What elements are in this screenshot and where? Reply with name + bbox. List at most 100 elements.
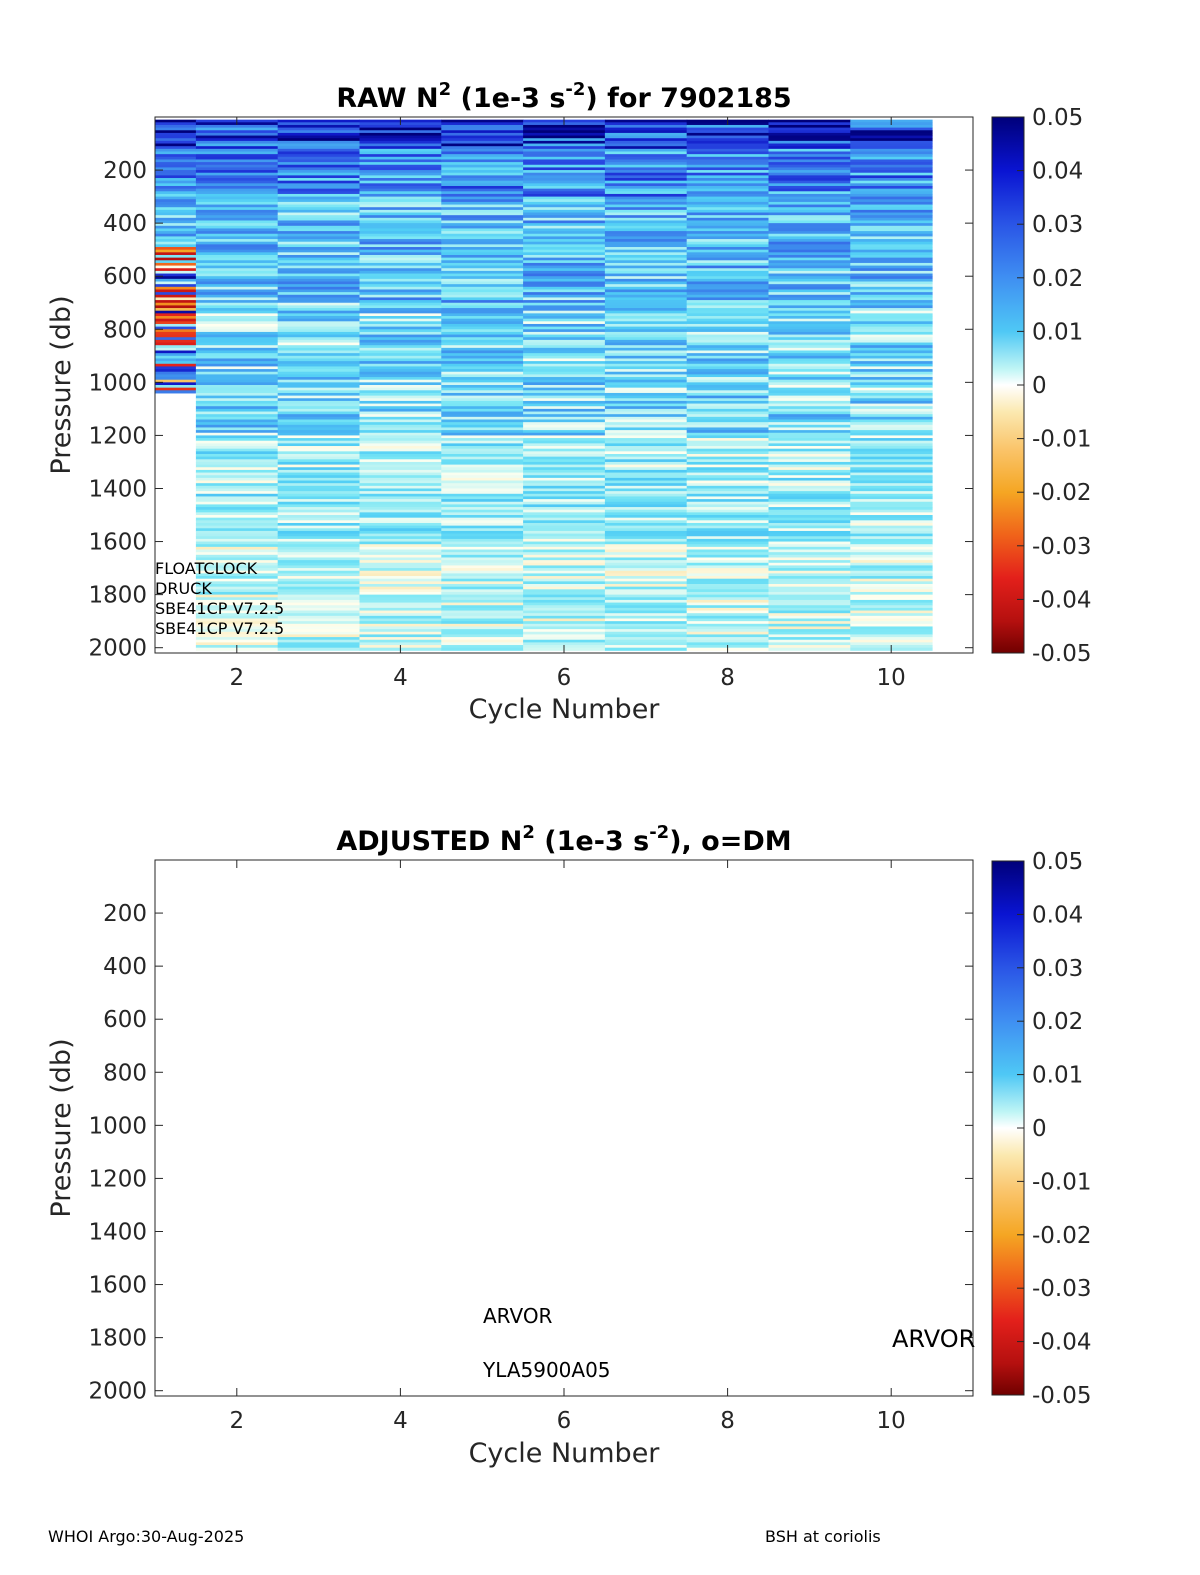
heatmap-cell — [523, 127, 606, 131]
heatmap-cell — [277, 533, 360, 537]
heatmap-cell — [359, 342, 442, 346]
heatmap-cell — [686, 374, 769, 378]
heatmap-cell — [850, 591, 933, 596]
heatmap-cell — [155, 339, 197, 344]
heatmap-cell — [768, 406, 851, 410]
heatmap-cell — [768, 629, 851, 633]
heatmap-cell — [359, 517, 442, 521]
heatmap-cell — [359, 509, 442, 513]
heatmap-cell — [850, 528, 933, 532]
heatmap-cell — [359, 610, 442, 614]
heatmap-cell — [155, 268, 197, 272]
heatmap-cell — [155, 151, 197, 155]
heatmap-cell — [604, 175, 688, 179]
heatmap-cell — [850, 228, 933, 232]
heatmap-cell — [195, 132, 279, 137]
heatmap-cell — [768, 342, 851, 346]
heatmap-cell — [604, 185, 688, 190]
heatmap-cell — [155, 209, 197, 214]
heatmap-cell — [686, 507, 769, 511]
heatmap-cell — [441, 472, 524, 476]
heatmap-cell — [195, 209, 279, 214]
heatmap-cell — [686, 204, 769, 208]
heatmap-cell — [768, 634, 851, 638]
heatmap-cell — [441, 143, 524, 147]
heatmap-cell — [850, 358, 933, 362]
heatmap-cell — [686, 220, 769, 224]
heatmap-cell — [155, 374, 197, 378]
heatmap-cell — [686, 162, 769, 166]
heatmap-cell — [523, 515, 606, 519]
heatmap-cell — [441, 430, 524, 434]
y-tick-label: 600 — [103, 264, 147, 290]
heatmap-cell — [155, 193, 197, 198]
heatmap-cell — [195, 390, 279, 394]
heatmap-cell — [850, 557, 933, 561]
heatmap-cell — [850, 321, 933, 325]
heatmap-cell — [155, 217, 197, 221]
heatmap-cell — [277, 461, 360, 466]
heatmap-cell — [277, 124, 360, 129]
heatmap-cell — [686, 605, 769, 609]
heatmap-cell — [604, 361, 688, 365]
heatmap-cell — [604, 318, 688, 322]
heatmap-cell — [768, 639, 851, 643]
heatmap-cell — [850, 467, 933, 471]
heatmap-cell — [850, 464, 933, 468]
heatmap-cell — [155, 220, 197, 224]
heatmap-cell — [277, 369, 360, 373]
heatmap-cell — [277, 170, 360, 174]
heatmap-cell — [604, 377, 688, 381]
heatmap-cell — [523, 252, 606, 256]
heatmap-cell — [359, 361, 442, 365]
heatmap-cell — [768, 536, 851, 540]
heatmap-cell — [768, 557, 851, 561]
heatmap-cell — [359, 209, 442, 214]
heatmap-cell — [195, 438, 279, 442]
heatmap-cell — [768, 552, 851, 556]
heatmap-cell — [195, 185, 279, 190]
colorbar-tick-label: -0.05 — [1032, 641, 1092, 667]
heatmap-cell — [768, 167, 851, 171]
heatmap-cell — [686, 475, 769, 479]
heatmap-cell — [523, 400, 606, 405]
heatmap-cell — [768, 347, 851, 352]
heatmap-cell — [850, 252, 933, 256]
heatmap-cell — [155, 289, 197, 293]
heatmap-cell — [277, 578, 360, 582]
heatmap-cell — [155, 119, 197, 123]
heatmap-cell — [686, 453, 769, 458]
heatmap-cell — [768, 122, 851, 126]
heatmap-cell — [850, 350, 933, 354]
heatmap-cell — [768, 443, 851, 447]
heatmap-cell — [850, 132, 933, 137]
heatmap-cell — [768, 584, 851, 588]
heatmap-cell — [155, 178, 197, 182]
heatmap-cell — [195, 536, 279, 540]
heatmap-cell — [195, 398, 279, 402]
heatmap-cell — [850, 143, 933, 147]
heatmap-cell — [850, 536, 933, 540]
heatmap-cell — [359, 286, 442, 290]
heatmap-cell — [277, 430, 360, 434]
heatmap-cell — [523, 623, 606, 627]
heatmap-cell — [604, 257, 688, 261]
heatmap-cell — [195, 294, 279, 298]
heatmap-cell — [523, 591, 606, 596]
heatmap-cell — [768, 512, 851, 516]
heatmap-cell — [768, 430, 851, 434]
heatmap-cell — [359, 374, 442, 378]
heatmap-cell — [359, 453, 442, 458]
heatmap-cell — [195, 374, 279, 378]
heatmap-cell — [195, 538, 279, 543]
heatmap-cell — [155, 361, 197, 365]
heatmap-cell — [768, 395, 851, 399]
heatmap-cell — [195, 605, 279, 609]
heatmap-cell — [768, 440, 851, 444]
heatmap-cell — [686, 432, 769, 436]
heatmap-cell — [523, 247, 606, 251]
y-tick-label: 800 — [103, 317, 147, 343]
heatmap-cell — [686, 631, 769, 635]
heatmap-cell — [277, 621, 360, 625]
heatmap-cell — [277, 581, 360, 585]
